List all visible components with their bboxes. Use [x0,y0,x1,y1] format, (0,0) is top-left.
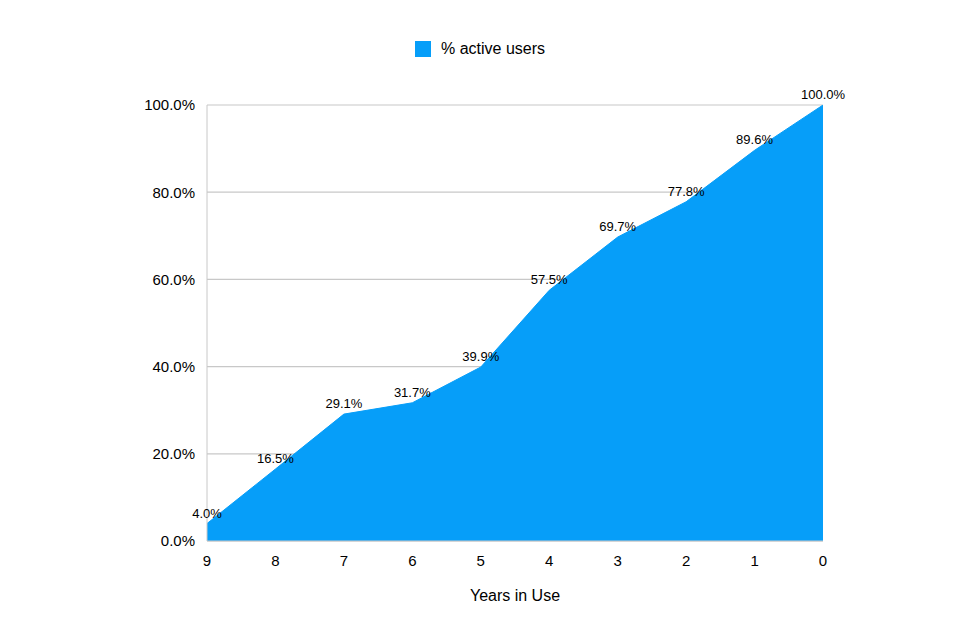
svg-text:69.7%: 69.7% [599,219,636,234]
svg-text:77.8%: 77.8% [668,184,705,199]
svg-text:4: 4 [545,552,553,569]
svg-text:3: 3 [613,552,621,569]
svg-text:16.5%: 16.5% [257,451,294,466]
svg-text:0.0%: 0.0% [161,532,195,549]
svg-text:89.6%: 89.6% [736,132,773,147]
svg-text:80.0%: 80.0% [152,184,195,201]
svg-text:39.9%: 39.9% [462,349,499,364]
svg-text:1: 1 [750,552,758,569]
svg-text:29.1%: 29.1% [325,396,362,411]
svg-text:5: 5 [477,552,485,569]
svg-text:8: 8 [271,552,279,569]
svg-text:Years in Use: Years in Use [470,587,560,604]
svg-text:6: 6 [408,552,416,569]
svg-text:40.0%: 40.0% [152,358,195,375]
svg-text:7: 7 [340,552,348,569]
svg-text:2: 2 [682,552,690,569]
svg-text:20.0%: 20.0% [152,445,195,462]
svg-text:9: 9 [203,552,211,569]
svg-text:57.5%: 57.5% [531,272,568,287]
svg-text:0: 0 [819,552,827,569]
svg-text:100.0%: 100.0% [144,96,195,113]
svg-text:60.0%: 60.0% [152,271,195,288]
svg-text:100.0%: 100.0% [801,87,846,102]
html-text:% active users: % active users [441,40,545,57]
svg-text:4.0%: 4.0% [192,506,222,521]
svg-text:31.7%: 31.7% [394,385,431,400]
